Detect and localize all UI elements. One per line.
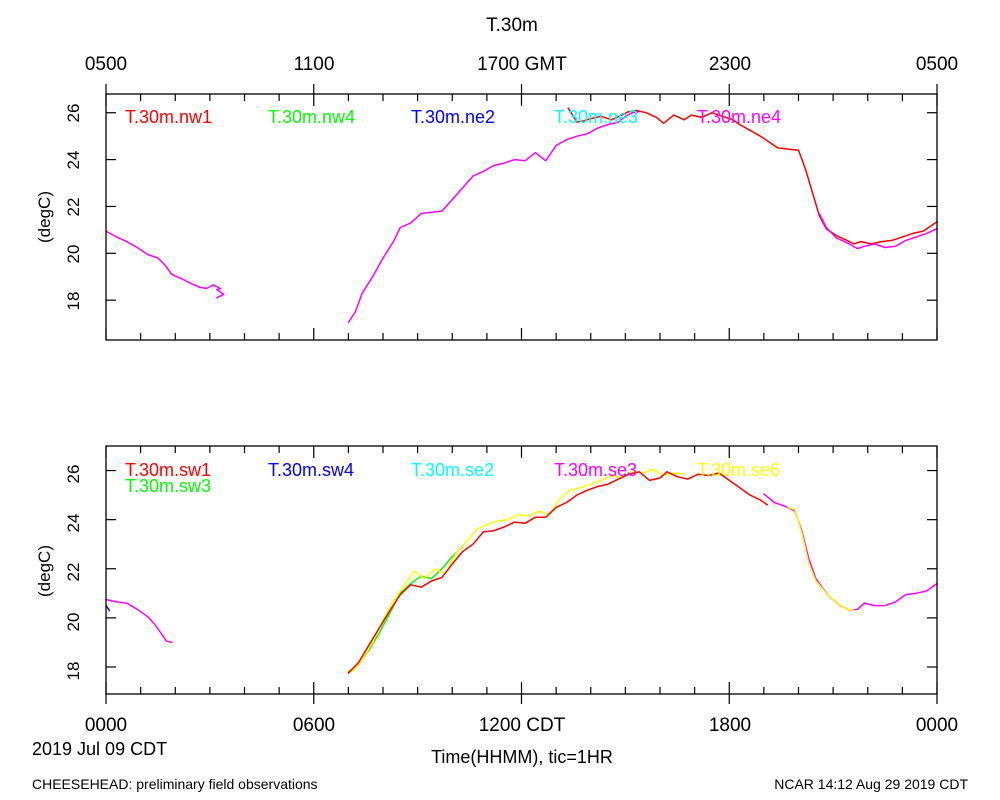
series-line-t-30m-se3 [105,598,173,644]
panel-bottom-frame [105,445,938,695]
legend-entry: T.30m.se2 [411,460,494,480]
ytick-label: 18 [64,292,83,311]
panel-top-frame [105,93,938,341]
panel-top-legend: T.30m.nw1 T.30m.nw4 T.30m.ne2 T.30m.ne3 … [125,107,781,127]
series-line-t-30m-ne4 [105,230,225,299]
series-line-t-30m-nw1 [567,107,938,245]
ytick-label: 26 [64,104,83,123]
ytick-label: 22 [64,563,83,582]
legend-entry: T.30m.nw1 [125,107,212,127]
ytick-label: 18 [64,662,83,681]
legend-entry: T.30m.sw1 [125,460,211,480]
ytick-label: 22 [64,198,83,217]
series-line-t-30m-sw1 [347,471,769,674]
series-line-t-30m-se6 [351,468,685,673]
panel-bottom-ticks [105,446,938,704]
gmt-tick-label: 0500 [916,54,958,75]
cdt-tick-label: 1800 [709,715,751,736]
gmt-tick-label: 0500 [85,54,127,75]
legend-entry: T.30m.nw4 [268,107,355,127]
panel-bottom-legend: T.30m.sw1 T.30m.sw3 T.30m.sw4 T.30m.se2 … [125,460,780,496]
legend-entry: T.30m.sw4 [268,460,354,480]
legend-entry: T.30m.ne4 [697,107,781,127]
cdt-tick-label: 1200 CDT [479,715,566,736]
panel-top-ytick-labels: 18 20 22 24 26 [64,104,83,311]
panel-top-series [105,107,938,324]
series-line-t-30m-se3 [763,493,938,612]
panel-bottom-ytick-labels: 18 20 22 24 26 [64,465,83,681]
legend-entry: T.30m.sw3 [125,476,211,496]
ytick-label: 24 [64,151,83,170]
series-line-t-30m-ne4 [347,110,640,324]
ytick-label: 20 [64,613,83,632]
series-line-t-30m-ne4 [818,212,938,250]
panel-top-ticks [105,84,938,340]
footer-right: NCAR 14:12 Aug 29 2019 CDT [774,776,968,792]
figure-title: T.30m [486,15,538,36]
panel-bottom: (degC) 18 20 22 24 26 T.30m.sw1 T.30m.sw… [35,445,938,704]
ytick-label: 24 [64,514,83,533]
panel-bottom-series [105,468,938,674]
date-label: 2019 Jul 09 CDT [32,739,167,759]
series-line-t-30m-se6 [787,506,855,612]
ytick-label: 26 [64,465,83,484]
panel-bottom-ylabel: (degC) [35,545,54,597]
legend-entry: T.30m.ne2 [411,107,495,127]
cdt-tick-label: 0000 [85,715,127,736]
gmt-axis-labels: 0500 1100 1700 GMT 2300 0500 [85,54,958,75]
panel-top-ylabel: (degC) [35,191,54,243]
gmt-tick-label: 1700 GMT [477,54,567,75]
legend-entry: T.30m.se3 [554,460,637,480]
legend-entry: T.30m.ne3 [554,107,638,127]
panel-top: (degC) 18 20 22 24 26 T.30m.nw1 T.30m.nw… [35,84,938,341]
gmt-tick-label: 1100 [294,54,335,75]
gmt-tick-label: 2300 [709,54,751,75]
ytick-label: 20 [64,245,83,264]
cdt-axis-labels: 0000 0600 1200 CDT 1800 0000 [85,715,958,736]
x-axis-label: Time(HHMM), tic=1HR [431,747,613,767]
cdt-tick-label: 0000 [916,715,958,736]
legend-entry: T.30m.se6 [697,460,780,480]
cdt-tick-label: 0600 [293,715,335,736]
footer-left: CHEESEHEAD: preliminary field observatio… [32,776,318,792]
